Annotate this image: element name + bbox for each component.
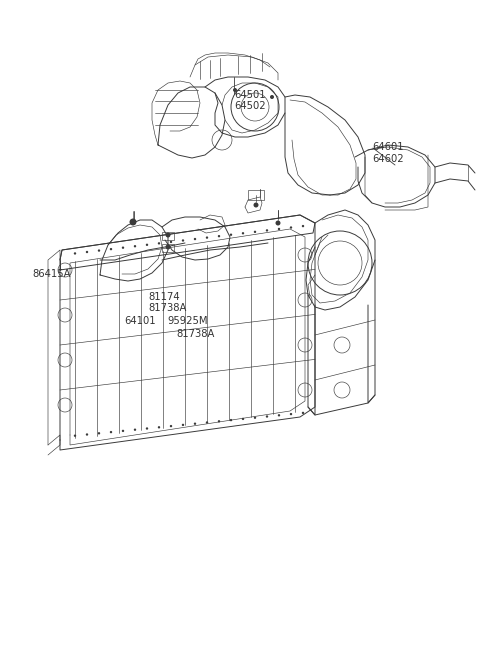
Circle shape	[242, 418, 244, 420]
Text: 64101: 64101	[124, 316, 156, 326]
Circle shape	[158, 242, 160, 244]
Circle shape	[110, 248, 112, 250]
Text: 64501: 64501	[234, 90, 266, 100]
Circle shape	[290, 227, 292, 229]
Circle shape	[230, 234, 232, 236]
Circle shape	[254, 417, 256, 419]
Circle shape	[134, 428, 136, 431]
Circle shape	[122, 246, 124, 249]
Bar	[162, 244, 174, 252]
Circle shape	[218, 235, 220, 237]
Circle shape	[242, 232, 244, 234]
Circle shape	[170, 425, 172, 427]
Circle shape	[86, 251, 88, 253]
Circle shape	[194, 238, 196, 240]
Circle shape	[233, 88, 237, 92]
Circle shape	[98, 432, 100, 434]
Circle shape	[98, 250, 100, 252]
Circle shape	[158, 426, 160, 428]
Circle shape	[166, 244, 170, 250]
Circle shape	[146, 244, 148, 246]
Bar	[248, 190, 264, 200]
Circle shape	[182, 239, 184, 242]
Circle shape	[302, 225, 304, 227]
Circle shape	[110, 431, 112, 434]
Text: 64502: 64502	[234, 101, 266, 111]
Text: 81738A: 81738A	[149, 303, 187, 313]
Circle shape	[170, 241, 172, 243]
Text: 64601: 64601	[372, 142, 404, 153]
Circle shape	[182, 424, 184, 426]
Circle shape	[74, 434, 76, 437]
Circle shape	[290, 413, 292, 415]
Circle shape	[254, 231, 256, 233]
Circle shape	[206, 421, 208, 424]
Text: 95925M: 95925M	[167, 316, 207, 326]
Circle shape	[270, 95, 274, 99]
Circle shape	[194, 422, 196, 425]
Circle shape	[122, 430, 124, 432]
Text: 81174: 81174	[149, 292, 180, 303]
Circle shape	[302, 412, 304, 414]
Circle shape	[278, 228, 280, 230]
Circle shape	[206, 236, 208, 239]
Text: 81738A: 81738A	[177, 329, 215, 339]
Circle shape	[266, 229, 268, 232]
Circle shape	[278, 414, 280, 417]
Circle shape	[230, 419, 232, 421]
Circle shape	[74, 252, 76, 255]
Circle shape	[86, 434, 88, 436]
Circle shape	[134, 245, 136, 248]
Circle shape	[146, 427, 148, 430]
Circle shape	[253, 202, 259, 208]
Circle shape	[276, 221, 280, 225]
Circle shape	[130, 219, 136, 225]
Bar	[162, 232, 174, 240]
Text: 86415A: 86415A	[33, 269, 71, 279]
Circle shape	[266, 415, 268, 418]
Circle shape	[166, 233, 170, 238]
Circle shape	[218, 420, 220, 422]
Text: 64602: 64602	[372, 153, 404, 164]
